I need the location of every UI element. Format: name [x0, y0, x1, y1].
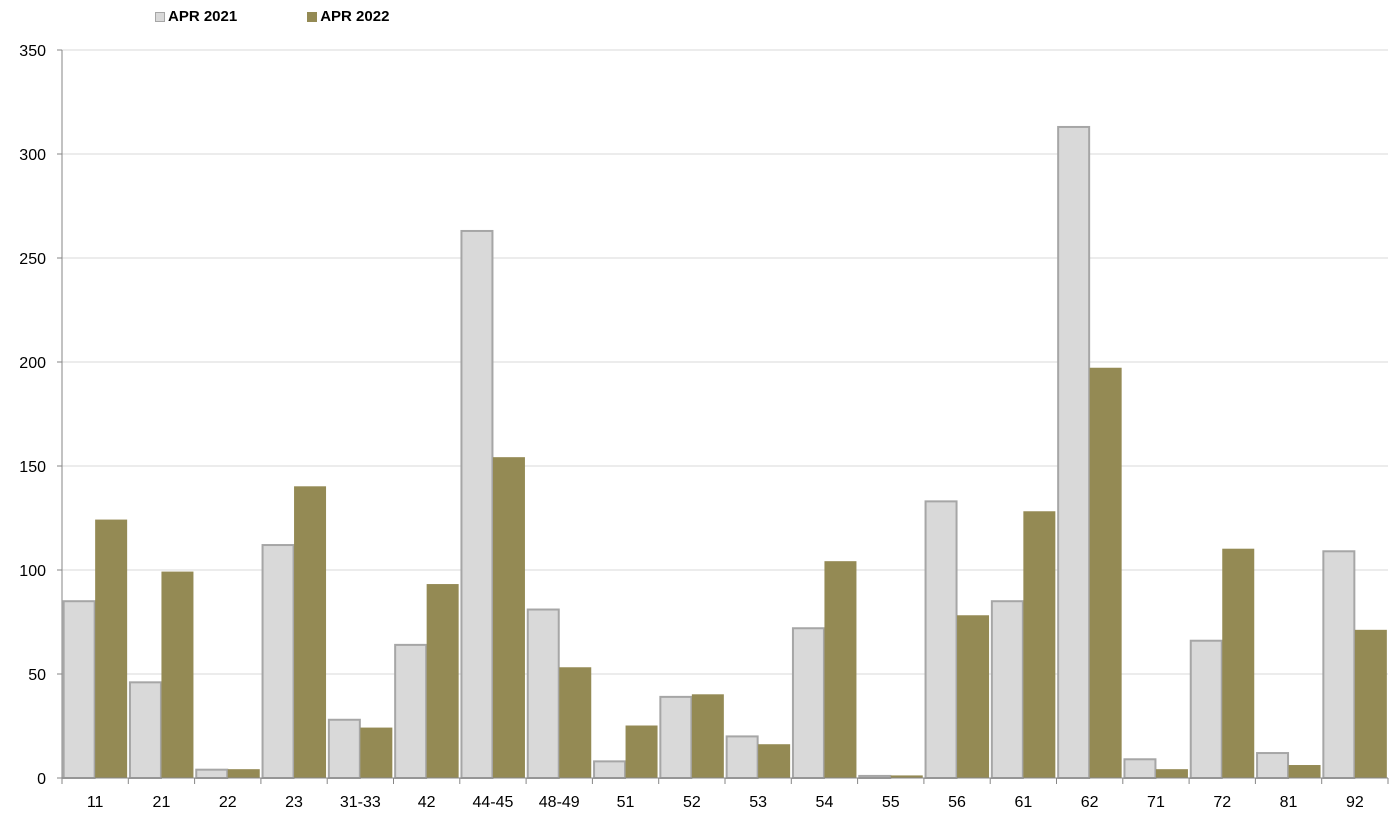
bar-apr-2022: [294, 486, 327, 779]
x-tick-label: 23: [285, 794, 303, 811]
x-tick-label: 31-33: [340, 794, 381, 811]
bar-apr-2021: [128, 681, 162, 780]
y-tick-label: 50: [28, 667, 46, 684]
y-tick-label: 150: [19, 459, 46, 476]
bar-apr-2022: [625, 725, 658, 779]
legend-label-apr-2021: APR 2021: [168, 8, 238, 25]
bar-apr-2021: [1256, 752, 1290, 779]
bar-apr-2022: [1023, 511, 1056, 779]
bar-apr-2022: [1222, 548, 1255, 779]
legend-label-apr-2022: APR 2022: [320, 8, 390, 25]
bar-apr-2022: [758, 744, 791, 779]
bar-apr-2021: [924, 500, 958, 779]
bar-apr-2022: [1288, 765, 1321, 779]
bar-apr-2021: [593, 760, 627, 779]
y-tick-label: 250: [19, 251, 46, 268]
bar-apr-2021: [1189, 639, 1223, 779]
bar-apr-2022: [426, 584, 459, 779]
x-tick-label: 81: [1280, 794, 1298, 811]
x-tick-label: 71: [1147, 794, 1165, 811]
bar-apr-2022: [1354, 629, 1387, 779]
y-tick-label: 100: [19, 563, 46, 580]
x-tick-label: 61: [1014, 794, 1032, 811]
x-tick-label: 51: [617, 794, 635, 811]
y-tick-label: 350: [19, 43, 46, 60]
bar-apr-2022: [227, 769, 260, 779]
x-tick-label: 72: [1213, 794, 1231, 811]
bar-apr-2021: [62, 600, 96, 780]
x-tick-label: 62: [1081, 794, 1099, 811]
bar-apr-2022: [559, 667, 592, 779]
x-tick-label: 44-45: [472, 794, 513, 811]
x-tick-label: 92: [1346, 794, 1364, 811]
bar-apr-2022: [95, 519, 128, 779]
x-tick-label: 11: [87, 794, 104, 811]
legend: APR 2021 APR 2022: [155, 8, 389, 25]
x-tick-label: 55: [882, 794, 900, 811]
bar-apr-2021: [791, 627, 825, 779]
bar-apr-2022: [1155, 769, 1188, 779]
bar-apr-2022: [492, 457, 525, 779]
bar-apr-2021: [394, 643, 428, 779]
x-tick-label: 22: [219, 794, 237, 811]
x-tick-label: 42: [418, 794, 436, 811]
x-tick-label: 21: [153, 794, 171, 811]
x-tick-label: 48-49: [539, 794, 580, 811]
y-tick-label: 0: [37, 771, 46, 788]
bar-apr-2022: [360, 727, 393, 779]
bar-apr-2021: [526, 608, 560, 780]
bar-apr-2022: [957, 615, 990, 779]
legend-swatch-apr-2021: [155, 11, 165, 22]
x-tick-label: 56: [948, 794, 966, 811]
bar-apr-2021: [261, 544, 295, 779]
x-tick-label: 52: [683, 794, 701, 811]
bar-apr-2021: [725, 735, 759, 780]
bar-apr-2021: [327, 718, 361, 780]
x-tick-label: 54: [816, 794, 834, 811]
bar-apr-2021: [990, 600, 1024, 780]
bar-apr-2022: [824, 561, 857, 779]
legend-swatch-apr-2022: [307, 11, 318, 22]
bar-apr-2021: [1123, 758, 1157, 780]
bar-apr-2021: [1057, 125, 1091, 779]
bar-apr-2021: [195, 768, 229, 779]
bar-apr-2022: [691, 694, 724, 779]
bar-apr-2022: [1089, 367, 1122, 779]
bar-apr-2021: [1322, 550, 1356, 780]
y-tick-label: 300: [19, 147, 46, 164]
bar-apr-2021: [659, 695, 693, 780]
x-tick-label: 53: [749, 794, 767, 811]
legend-item-apr-2022: APR 2022: [307, 8, 389, 25]
bar-apr-2021: [460, 229, 494, 779]
y-tick-label: 200: [19, 355, 46, 372]
bar-apr-2022: [161, 571, 194, 779]
legend-item-apr-2021: APR 2021: [155, 8, 237, 25]
